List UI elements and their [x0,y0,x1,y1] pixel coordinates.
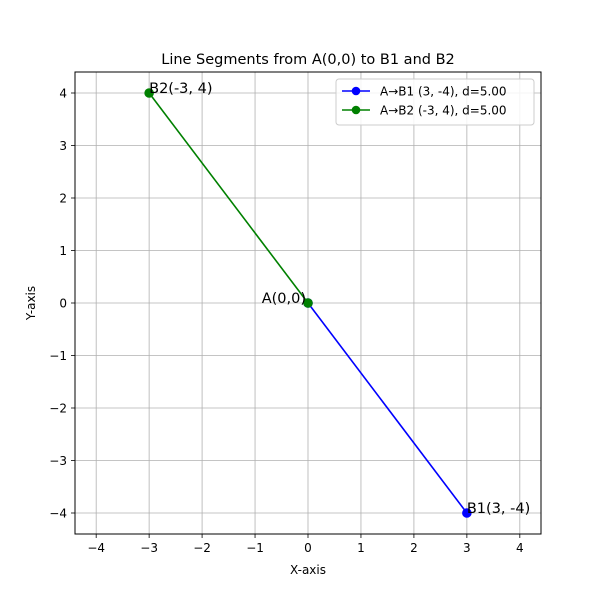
point-annotation: A(0,0) [262,291,306,307]
legend-entry-2: A→B2 (-3, 4), d=5.00 [342,104,507,118]
y-tick-label: −2 [49,402,67,416]
annotations: A(0,0) B1(3, -4) B2(-3, 4) [149,81,530,517]
series-2 [144,88,313,308]
legend-marker [351,86,361,96]
y-tick-label: −4 [49,507,67,521]
x-tick-label: −1 [246,541,264,555]
x-tick-label: −2 [193,541,211,555]
legend-label: A→B1 (3, -4), d=5.00 [380,85,507,99]
y-axis-label: Y-axis [24,286,38,321]
legend-box [335,78,535,126]
point-annotation: B2(-3, 4) [149,81,212,97]
y-tick-label: 1 [59,244,67,258]
y-tick-label: −1 [49,349,67,363]
point-annotation: B1(3, -4) [467,501,530,517]
ticks: −4 −3 −2 −1 0 1 2 3 4 −4 −3 −2 −1 0 1 2 3 4 [49,87,523,556]
y-tick-label: 0 [59,297,67,311]
y-tick-label: 4 [59,87,67,101]
legend: A→B1 (3, -4), d=5.00 A→B2 (-3, 4), d=5.00 [335,78,535,126]
x-axis-label: X-axis [290,563,326,577]
series-layer [144,88,472,518]
y-tick-label: −3 [49,454,67,468]
legend-entry-1: A→B1 (3, -4), d=5.00 [342,85,507,99]
chart-title: Line Segments from A(0,0) to B1 and B2 [161,52,455,68]
x-tick-label: 1 [357,541,365,555]
series-line [148,92,309,304]
x-tick-label: −3 [140,541,158,555]
x-tick-label: 2 [410,541,418,555]
series-point [144,88,154,98]
y-tick-label: 2 [59,192,67,206]
y-tick-label: 3 [59,139,67,153]
legend-marker [351,105,361,115]
x-tick-label: −4 [87,541,105,555]
x-tick-label: 3 [463,541,471,555]
series-point [462,508,472,518]
series-line [307,302,468,514]
x-tick-label: 0 [304,541,312,555]
legend-label: A→B2 (-3, 4), d=5.00 [380,104,507,118]
series-point [303,298,313,308]
x-tick-label: 4 [516,541,524,555]
